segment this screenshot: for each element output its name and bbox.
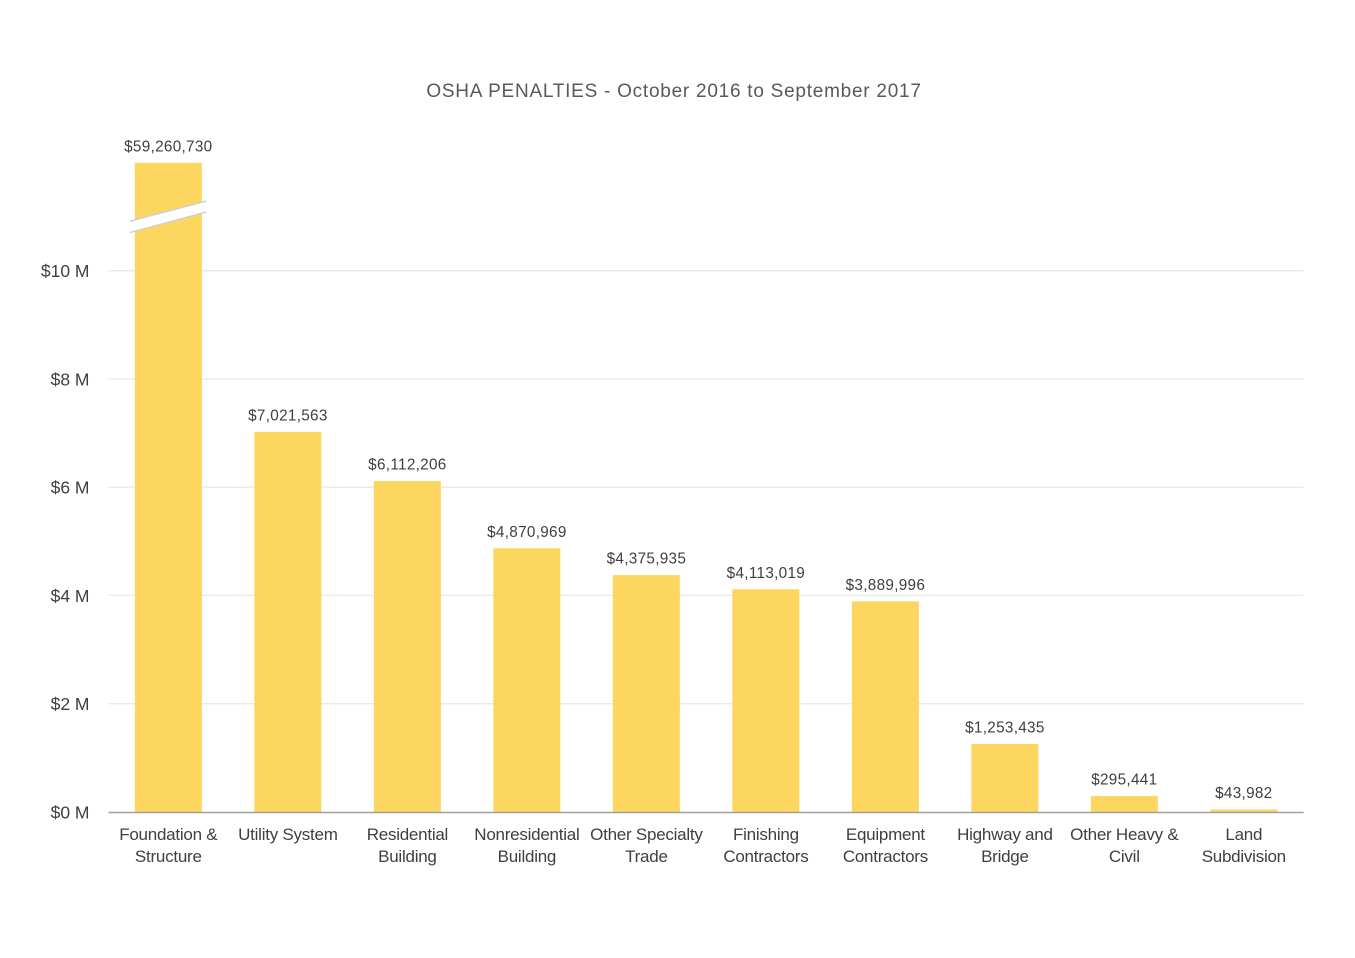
svg-text:Foundation &: Foundation & bbox=[119, 825, 218, 844]
svg-text:$8 M: $8 M bbox=[51, 369, 90, 389]
svg-text:Subdivision: Subdivision bbox=[1202, 847, 1286, 866]
svg-text:Contractors: Contractors bbox=[843, 847, 928, 866]
svg-text:$6 M: $6 M bbox=[51, 478, 90, 498]
svg-text:Highway and: Highway and bbox=[957, 825, 1053, 844]
svg-text:Finishing: Finishing bbox=[733, 825, 799, 844]
svg-text:$4,113,019: $4,113,019 bbox=[727, 565, 805, 582]
svg-text:Trade: Trade bbox=[625, 847, 668, 866]
svg-text:$0 M: $0 M bbox=[51, 802, 90, 822]
svg-text:$4 M: $4 M bbox=[51, 586, 90, 606]
svg-text:Equipment: Equipment bbox=[846, 825, 926, 844]
svg-text:Land: Land bbox=[1225, 825, 1262, 844]
svg-text:$4,870,969: $4,870,969 bbox=[487, 524, 567, 541]
svg-text:Bridge: Bridge bbox=[981, 847, 1029, 866]
svg-text:Other Heavy &: Other Heavy & bbox=[1070, 825, 1179, 844]
svg-text:$59,260,730: $59,260,730 bbox=[124, 138, 212, 155]
svg-text:Contractors: Contractors bbox=[723, 847, 808, 866]
svg-text:Residential: Residential bbox=[367, 825, 448, 844]
svg-text:$10 M: $10 M bbox=[41, 261, 90, 281]
svg-text:Utility System: Utility System bbox=[238, 825, 338, 844]
svg-text:$1,253,435: $1,253,435 bbox=[965, 720, 1045, 737]
svg-text:Building: Building bbox=[378, 847, 437, 866]
svg-text:Other Specialty: Other Specialty bbox=[590, 825, 703, 844]
svg-text:$43,982: $43,982 bbox=[1215, 785, 1272, 802]
svg-text:Structure: Structure bbox=[135, 847, 202, 866]
svg-text:$3,889,996: $3,889,996 bbox=[846, 577, 926, 594]
svg-text:Nonresidential: Nonresidential bbox=[474, 825, 579, 844]
svg-text:$4,375,935: $4,375,935 bbox=[607, 551, 687, 568]
svg-text:Building: Building bbox=[498, 847, 557, 866]
svg-text:$6,112,206: $6,112,206 bbox=[368, 457, 446, 474]
svg-text:$295,441: $295,441 bbox=[1091, 771, 1157, 788]
svg-text:$7,021,563: $7,021,563 bbox=[248, 407, 328, 424]
svg-text:OSHA PENALTIES - October 2016: OSHA PENALTIES - October 2016 to Septemb… bbox=[426, 81, 921, 102]
svg-text:$2 M: $2 M bbox=[51, 694, 90, 714]
svg-text:Civil: Civil bbox=[1109, 847, 1140, 866]
